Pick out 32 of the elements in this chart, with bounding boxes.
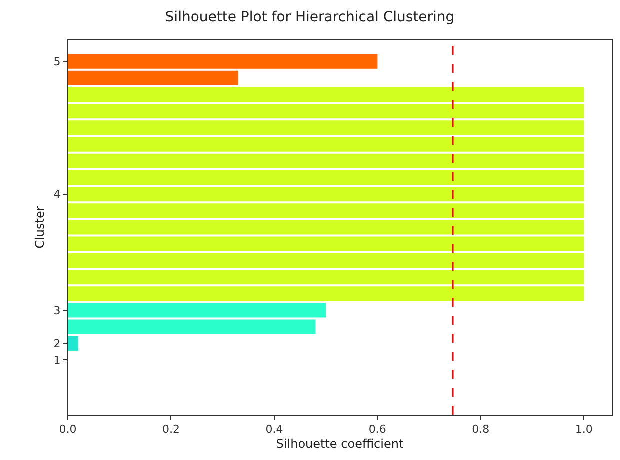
y-tick-label: 5 [54,55,61,68]
x-axis-title: Silhouette coefficient [276,437,404,452]
bar [68,286,584,302]
y-tick-label: 2 [54,338,61,350]
bar [68,170,584,186]
bar [68,270,584,285]
bar [68,187,584,202]
bar [68,336,78,351]
x-tick-label: 0.2 [162,423,180,436]
bar [68,253,584,268]
y-tick-label: 3 [54,304,61,318]
x-tick-label: 0.4 [266,423,284,436]
bar [68,236,584,252]
bar [68,204,584,218]
bar [68,87,584,102]
x-tick-label: 0.6 [368,423,386,436]
bar [68,54,378,69]
bar [68,137,584,152]
bar [68,120,584,136]
x-tick-label: 0.0 [59,423,77,436]
x-tick-label: 0.8 [472,423,490,436]
y-tick-label: 1 [54,354,61,368]
bar [68,70,238,86]
chart-title: Silhouette Plot for Hierarchical Clustering [165,9,455,26]
bar [68,303,326,318]
y-tick-label: 4 [54,188,61,202]
y-axis-title: Cluster [33,206,48,249]
x-tick-label: 1.0 [575,423,593,436]
bar [68,154,584,168]
bar [68,104,584,119]
bar [68,320,316,334]
bar [68,220,584,235]
